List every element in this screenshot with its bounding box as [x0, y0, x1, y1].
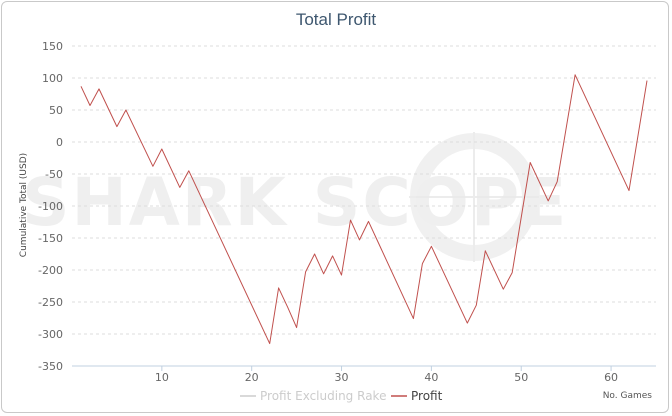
legend-label: Profit Excluding Rake	[260, 389, 386, 403]
x-tick-label: 60	[604, 371, 618, 384]
y-tick-label: 50	[49, 104, 63, 117]
x-tick-label: 40	[424, 371, 438, 384]
x-tick-label: 20	[245, 371, 259, 384]
y-tick-label: 0	[56, 136, 63, 149]
y-tick-label: -150	[38, 232, 63, 245]
y-axis: 150 100 50 0 -50 -100 -150 -200 -250 -300 -350	[38, 40, 63, 373]
x-tick-labels: 10 20 30 40 50 60	[155, 366, 618, 384]
y-tick-label: 150	[42, 40, 63, 53]
series-line-profit	[80, 74, 648, 345]
x-tick-label: 50	[514, 371, 528, 384]
watermark-text: SHARK SCOPE	[22, 164, 568, 241]
x-tick-label: 10	[155, 371, 169, 384]
y-tick-label: -100	[38, 200, 63, 213]
gridlines	[72, 45, 656, 367]
legend-label: Profit	[411, 389, 443, 403]
watermark-target	[409, 132, 539, 262]
legend-item-profit-excluding-rake[interactable]: Profit Excluding Rake	[240, 389, 386, 403]
x-axis-label: No. Games	[603, 391, 653, 401]
y-tick-label: -50	[45, 168, 63, 181]
y-tick-label: -350	[38, 360, 63, 373]
series-lines	[80, 74, 648, 345]
chart-title: Total Profit	[296, 10, 377, 29]
y-tick-label: -200	[38, 264, 63, 277]
legend-item-profit[interactable]: Profit	[391, 389, 443, 403]
y-tick-label: -250	[38, 296, 63, 309]
y-axis-label: Cumulative Total (USD)	[19, 153, 29, 257]
legend: Profit Excluding Rake Profit	[240, 389, 443, 403]
y-tick-label: -300	[38, 328, 63, 341]
y-tick-label: 100	[42, 72, 63, 85]
x-tick-label: 30	[335, 371, 349, 384]
